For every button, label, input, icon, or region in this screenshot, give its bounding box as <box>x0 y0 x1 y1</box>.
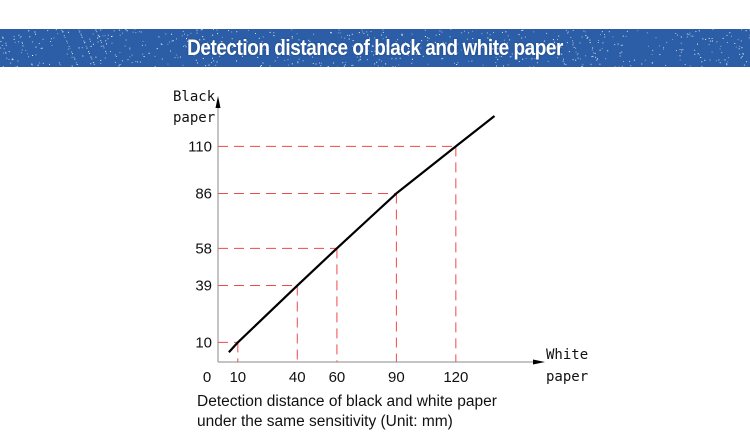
y-tick-label: 10 <box>195 334 212 351</box>
caption-line2: under the same sensitivity (Unit: mm) <box>197 413 453 430</box>
x-tick-label: 90 <box>388 369 405 386</box>
caption-line1: Detection distance of black and white pa… <box>197 393 497 410</box>
x-axis-label-line2: paper <box>546 369 588 385</box>
banner-title: Detection distance of black and white pa… <box>187 35 563 60</box>
y-tick-label: 86 <box>195 185 212 202</box>
x-tick-label: 120 <box>443 369 468 386</box>
x-tick-label: 10 <box>229 369 246 386</box>
origin-label: 0 <box>203 369 211 386</box>
y-tick-label: 110 <box>188 138 212 155</box>
x-axis-arrow <box>533 359 545 365</box>
x-axis-label-line1: White <box>546 347 588 363</box>
x-tick-label: 40 <box>289 369 306 386</box>
y-axis-arrow <box>215 96 221 108</box>
y-tick-label: 58 <box>195 240 212 257</box>
y-axis-label-line1: Black <box>173 89 216 105</box>
banner-speckle-texture <box>0 29 750 67</box>
series-line <box>228 115 496 353</box>
x-tick-label: 60 <box>329 369 346 386</box>
y-tick-label: 39 <box>195 278 212 295</box>
title-banner: Detection distance of black and white pa… <box>0 29 750 67</box>
y-axis-label-line2: paper <box>173 110 215 126</box>
